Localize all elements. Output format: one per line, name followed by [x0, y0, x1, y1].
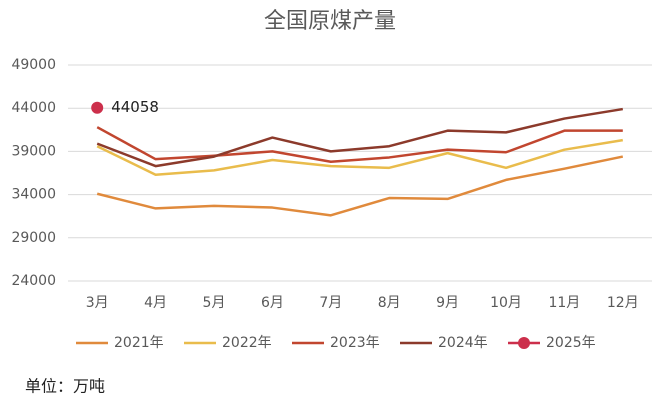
y-tick-label: 29000 [11, 230, 56, 246]
point-marker [91, 101, 104, 114]
y-tick-label: 39000 [11, 143, 56, 159]
x-tick-label: 7月 [319, 295, 342, 311]
series-line [96, 138, 624, 176]
legend-label: 2024年 [438, 335, 488, 351]
series-line [96, 126, 623, 164]
y-tick-label: 24000 [11, 273, 56, 289]
legend-label: 2021年 [114, 335, 164, 351]
chart-title: 全国原煤产量 [264, 9, 396, 34]
legend-marker [518, 337, 530, 349]
x-tick-label: 4月 [144, 295, 167, 311]
x-tick-label: 11月 [548, 295, 580, 311]
y-tick-label: 44000 [11, 100, 56, 116]
series-line [96, 155, 624, 217]
y-tick-label: 34000 [11, 187, 56, 203]
x-tick-label: 6月 [261, 295, 284, 311]
data-label: 44058 [111, 98, 159, 116]
x-tick-label: 3月 [86, 295, 109, 311]
x-tick-label: 10月 [490, 295, 522, 311]
x-tick-label: 5月 [203, 295, 226, 311]
x-tick-label: 9月 [436, 295, 459, 311]
x-tick-label: 12月 [607, 295, 639, 311]
legend-label: 2023年 [330, 335, 380, 351]
y-tick-label: 49000 [11, 57, 56, 73]
unit-note: 单位：万吨 [25, 377, 105, 396]
legend-label: 2022年 [222, 335, 272, 351]
legend-label: 2025年 [546, 335, 596, 351]
x-tick-label: 8月 [378, 295, 401, 311]
series-line [96, 107, 624, 168]
